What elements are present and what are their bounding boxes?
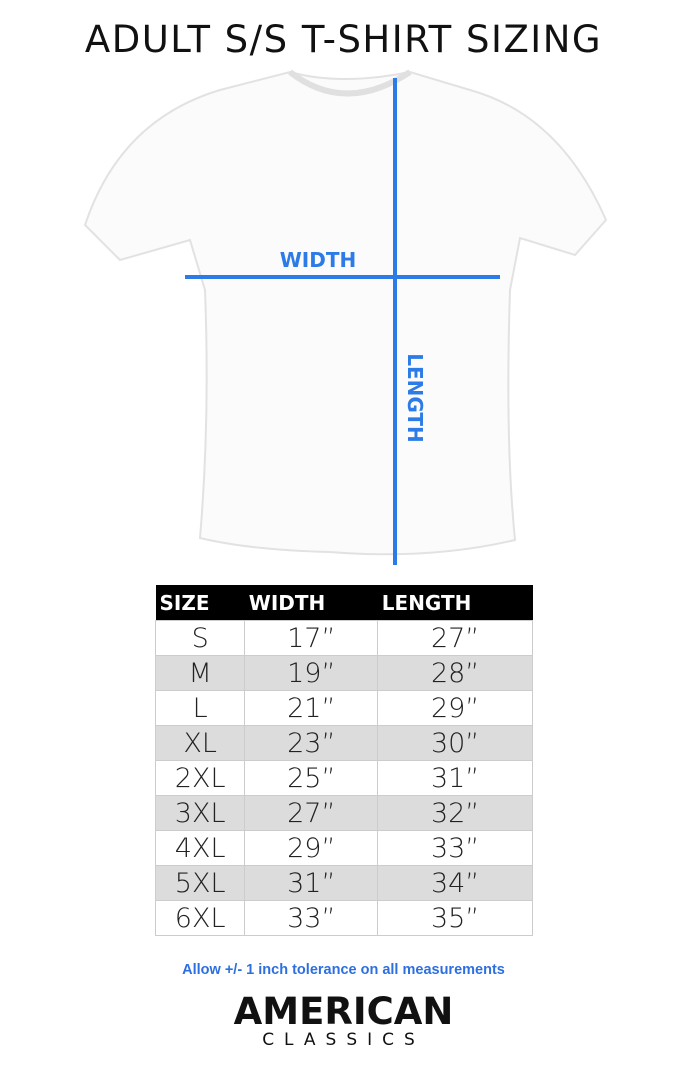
tshirt-shape	[83, 70, 608, 556]
width-cell: 21”	[244, 690, 379, 726]
header-width: WIDTH	[244, 585, 378, 621]
width-label: WIDTH	[280, 248, 356, 272]
table-row: 2XL 25” 31”	[154, 760, 533, 796]
size-cell: 5XL	[154, 865, 246, 901]
size-cell: M	[154, 655, 246, 691]
size-cell: L	[154, 690, 246, 726]
size-cell: 2XL	[154, 760, 246, 796]
size-cell: S	[154, 620, 246, 656]
header-size: SIZE	[155, 585, 245, 621]
width-cell: 25”	[244, 760, 379, 796]
page-title: ADULT S/S T-SHIRT SIZING	[84, 18, 603, 61]
tolerance-note: Allow +/- 1 inch tolerance on all measur…	[182, 962, 505, 978]
table-row: 5XL 31” 34”	[154, 865, 533, 901]
table-row: 3XL 27” 32”	[154, 795, 533, 831]
width-cell: 31”	[244, 865, 379, 901]
table-row: 4XL 29” 33”	[154, 830, 533, 866]
length-cell: 27”	[377, 620, 533, 656]
length-cell: 31”	[377, 760, 533, 796]
width-cell: 17”	[244, 620, 379, 656]
width-cell: 27”	[244, 795, 379, 831]
size-cell: 6XL	[154, 900, 246, 936]
logo-classics: CLASSICS	[262, 1030, 425, 1050]
size-cell: XL	[154, 725, 246, 761]
length-cell: 28”	[377, 655, 533, 691]
tshirt-diagram: WIDTH LENGTH	[83, 69, 608, 565]
width-cell: 23”	[244, 725, 379, 761]
length-cell: 35”	[377, 900, 533, 936]
width-cell: 19”	[244, 655, 379, 691]
length-cell: 29”	[377, 690, 533, 726]
table-row: S 17” 27”	[154, 620, 533, 656]
length-cell: 30”	[377, 725, 533, 761]
table-row: 6XL 33” 35”	[154, 900, 533, 936]
width-cell: 33”	[244, 900, 379, 936]
table-row: L 21” 29”	[154, 690, 533, 726]
table-row: XL 23” 30”	[154, 725, 533, 761]
table-row: M 19” 28”	[154, 655, 533, 691]
size-cell: 4XL	[154, 830, 246, 866]
length-cell: 32”	[377, 795, 533, 831]
header-length: LENGTH	[377, 585, 533, 621]
length-label: LENGTH	[403, 353, 427, 443]
length-cell: 33”	[377, 830, 533, 866]
size-cell: 3XL	[154, 795, 246, 831]
logo-american: AMERICAN	[233, 990, 454, 1033]
length-cell: 34”	[377, 865, 533, 901]
width-cell: 29”	[244, 830, 379, 866]
size-table: SIZE WIDTH LENGTH S 17” 27” M 19” 28” L 21” 29” X…	[154, 585, 533, 936]
